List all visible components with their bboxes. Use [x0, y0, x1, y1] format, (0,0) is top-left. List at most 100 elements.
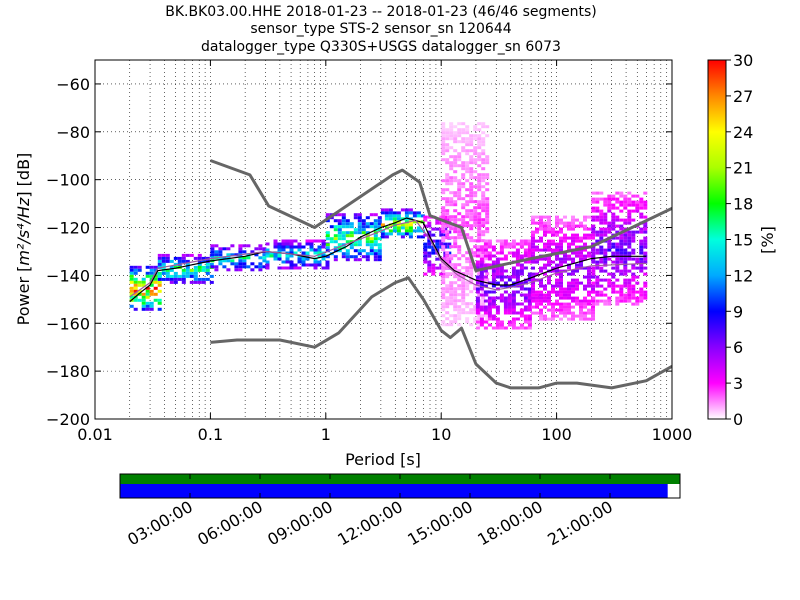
density-cell — [591, 218, 596, 222]
density-cell — [449, 296, 454, 300]
density-cell — [615, 251, 620, 255]
density-cell — [535, 293, 539, 297]
density-cell — [447, 230, 452, 234]
density-cell — [519, 266, 524, 270]
density-cell — [547, 215, 551, 219]
density-cell — [289, 242, 294, 246]
density-cell — [511, 251, 516, 255]
density-cell — [551, 248, 555, 252]
density-cell — [469, 191, 474, 195]
density-cell — [591, 290, 596, 294]
density-cell — [357, 240, 362, 244]
density-cell — [511, 296, 516, 300]
density-cell — [441, 248, 446, 252]
density-cell — [627, 221, 632, 225]
density-cell — [445, 290, 450, 294]
density-cell — [615, 248, 620, 252]
density-cell — [475, 326, 480, 330]
density-cell — [535, 299, 539, 303]
density-cell — [427, 242, 432, 246]
density-cell — [373, 252, 378, 256]
density-cell — [277, 257, 282, 261]
density-cell — [631, 248, 636, 252]
density-cell — [435, 227, 440, 231]
density-cell — [555, 299, 559, 303]
density-cell — [369, 246, 374, 250]
density-cell — [469, 248, 474, 252]
density-cell — [441, 179, 446, 183]
density-cell — [591, 317, 595, 321]
density-cell — [599, 230, 604, 234]
density-cell — [477, 200, 482, 204]
density-cell — [333, 219, 338, 223]
density-cell — [392, 214, 397, 218]
density-cell — [469, 161, 474, 165]
density-cell — [587, 215, 591, 219]
colorbar-tick-label: 21 — [733, 159, 753, 178]
density-cell — [269, 254, 274, 258]
density-cell — [531, 221, 535, 225]
density-cell — [453, 287, 458, 291]
density-cell — [345, 225, 350, 229]
density-cell — [325, 246, 330, 250]
density-cell — [137, 292, 142, 296]
density-cell — [485, 317, 490, 321]
density-cell — [400, 223, 405, 227]
density-cell — [531, 287, 535, 291]
y-axis-ticks: −60−80−100−120−140−160−180−200 — [46, 75, 672, 429]
density-cell — [639, 269, 644, 273]
density-cell — [461, 164, 466, 168]
density-cell — [607, 227, 612, 231]
density-cell — [607, 299, 612, 303]
density-cell — [539, 311, 543, 315]
density-cell — [357, 228, 362, 232]
density-cell — [477, 164, 482, 168]
density-cell — [547, 230, 551, 234]
density-cell — [153, 286, 158, 290]
density-cell — [531, 245, 535, 249]
density-cell — [238, 265, 243, 269]
density-cell — [441, 236, 446, 240]
x-tick-label: 100 — [541, 425, 572, 444]
density-cell — [519, 293, 524, 297]
density-cell — [639, 245, 644, 249]
density-cell — [465, 320, 470, 324]
density-cell — [595, 293, 600, 297]
density-cell — [441, 206, 446, 210]
density-cell — [551, 233, 555, 237]
density-cell — [453, 239, 458, 243]
density-cell — [559, 221, 563, 225]
density-cell — [567, 227, 571, 231]
density-cell — [453, 314, 458, 318]
density-cell — [380, 235, 385, 239]
density-cell — [547, 290, 551, 294]
density-cell — [587, 254, 591, 258]
density-cell — [559, 269, 563, 273]
density-cell — [599, 233, 604, 237]
density-cell — [317, 254, 322, 258]
density-cell — [469, 260, 474, 264]
density-cell — [547, 275, 551, 279]
density-cell — [157, 280, 162, 284]
density-cell — [449, 146, 454, 150]
density-cell — [404, 214, 409, 218]
density-cell — [453, 320, 458, 324]
colorbar-tick-label: 24 — [733, 123, 753, 142]
density-cell — [439, 272, 444, 276]
density-cell — [265, 260, 270, 264]
density-cell — [149, 304, 154, 308]
density-cell — [453, 236, 458, 240]
density-cell — [495, 239, 500, 243]
density-cell — [473, 200, 478, 204]
density-cell — [563, 314, 567, 318]
density-cell — [499, 326, 504, 330]
density-cell — [575, 284, 579, 288]
density-cell — [149, 307, 154, 311]
density-cell — [559, 308, 563, 312]
density-cell — [515, 311, 520, 315]
density-cell — [477, 206, 482, 210]
density-cell — [457, 284, 462, 288]
density-cell — [449, 164, 454, 168]
density-cell — [373, 255, 378, 259]
density-cell — [535, 296, 539, 300]
